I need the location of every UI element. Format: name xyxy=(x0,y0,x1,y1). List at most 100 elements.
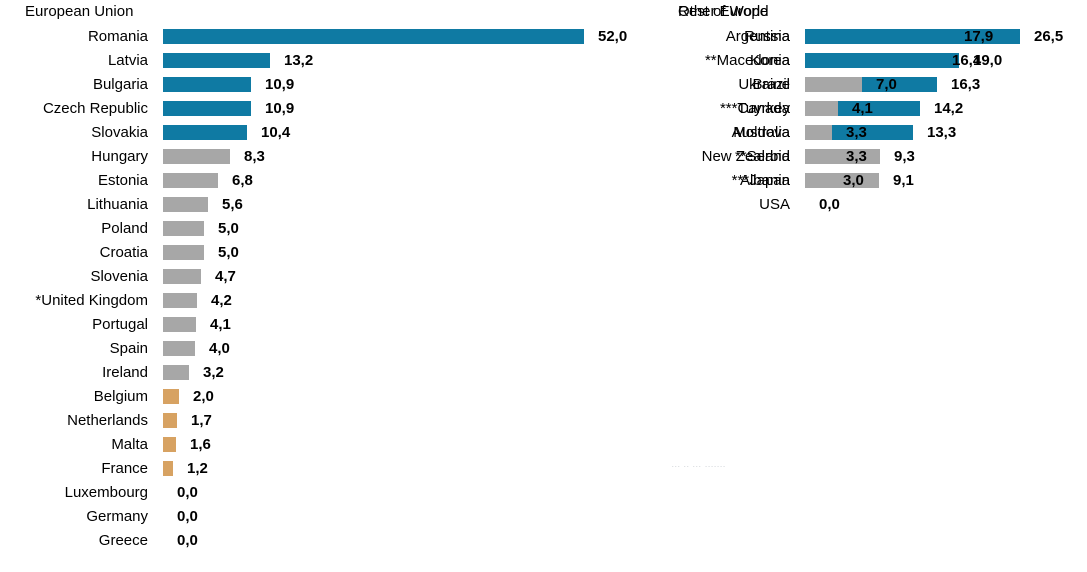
value-label: 19,0 xyxy=(973,51,1003,69)
bar-latvia xyxy=(163,52,270,68)
value-label: 6,8 xyxy=(232,171,253,189)
chart-title-other-europe: Other Europe xyxy=(678,3,769,20)
value-label: 10,4 xyxy=(261,123,291,141)
value-label: 0,0 xyxy=(819,195,840,213)
bar-row-usa: USA 0,0 xyxy=(655,192,1087,216)
chart-rest-of-world: Rest of World Argentina 17,9 Korea 16,4 Brazi… xyxy=(655,0,1087,216)
category-label: Estonia xyxy=(97,171,148,189)
value-label: 13,2 xyxy=(284,51,314,69)
category-label: Brazil xyxy=(752,75,790,93)
value-label: 4,0 xyxy=(209,339,230,357)
bar-row-slovakia: Slovakia 10,4 xyxy=(0,120,650,144)
category-label: Latvia xyxy=(107,51,148,69)
bar-row-croatia: Croatia 5,0 xyxy=(0,240,650,264)
value-label: 1,7 xyxy=(191,411,212,429)
bar-netherlands xyxy=(163,412,177,428)
bar-row-belgium: Belgium 2,0 xyxy=(0,384,650,408)
category-label: Slovakia xyxy=(91,123,148,141)
bar-row-spain: Spain 4,0 xyxy=(0,336,650,360)
value-label: 7,0 xyxy=(876,75,897,93)
value-label: 5,6 xyxy=(222,195,243,213)
value-label: 17,9 xyxy=(964,27,994,45)
category-label: Russia xyxy=(744,27,790,45)
category-label: *United Kingdom xyxy=(35,291,148,309)
value-label: 5,0 xyxy=(218,219,239,237)
bar-ireland xyxy=(163,364,189,380)
value-label: 2,0 xyxy=(193,387,214,405)
bar-row-ireland: Ireland 3,2 xyxy=(0,360,650,384)
value-label: 3,2 xyxy=(203,363,224,381)
bar-row-moldova: Moldova 13,3 xyxy=(655,120,1087,144)
category-label: Germany xyxy=(86,507,148,525)
bar-korea xyxy=(805,52,938,68)
bar-row-latvia: Latvia 13,2 xyxy=(0,48,650,72)
category-label: USA xyxy=(759,195,790,213)
category-label: Korea xyxy=(749,51,790,69)
category-label: France xyxy=(101,459,148,477)
category-label: Belgium xyxy=(93,387,148,405)
bar-row-greece: Greece 0,0 xyxy=(0,528,650,552)
bar-spain xyxy=(163,340,195,356)
category-label: Ireland xyxy=(102,363,148,381)
value-label: 52,0 xyxy=(598,27,628,45)
category-label: Malta xyxy=(111,435,148,453)
bar-australia xyxy=(805,124,832,140)
value-label: 10,9 xyxy=(265,99,295,117)
value-label: 4,7 xyxy=(215,267,236,285)
category-label: Slovenia xyxy=(90,267,148,285)
category-label: Portugal xyxy=(92,315,148,333)
bar-row-france: France 1,2 xyxy=(0,456,650,480)
value-label: 14,2 xyxy=(934,99,964,117)
category-label: Luxembourg xyxy=(64,483,148,501)
bar-row-germany: Germany 0,0 xyxy=(0,504,650,528)
category-label: Lithuania xyxy=(87,195,148,213)
chart-title-european-union: European Union xyxy=(25,3,134,20)
bar-croatia xyxy=(163,244,204,260)
value-label: 9,3 xyxy=(894,147,915,165)
category-label: Australia xyxy=(731,123,790,141)
value-label: 4,1 xyxy=(210,315,231,333)
value-label: 16,3 xyxy=(951,75,981,93)
value-label: 0,0 xyxy=(177,507,198,525)
bar-lithuania xyxy=(163,196,208,212)
value-label: 3,0 xyxy=(843,171,864,189)
value-label: 10,9 xyxy=(265,75,295,93)
bar-row-brazil: Brazil 7,0 xyxy=(655,72,1087,96)
bar-argentina xyxy=(805,28,950,44)
bar-malta xyxy=(163,436,176,452)
bar-row-poland: Poland 5,0 xyxy=(0,216,650,240)
bar-row-estonia: Estonia 6,8 xyxy=(0,168,650,192)
bar-moldova xyxy=(805,124,913,140)
bar-canada xyxy=(805,100,838,116)
value-label: 4,2 xyxy=(211,291,232,309)
bar-brazil xyxy=(805,76,862,92)
bar-row-new-zealand: New Zealand 3,3 xyxy=(655,144,1087,168)
bar-row-united-kingdom: *United Kingdom 4,2 xyxy=(0,288,650,312)
bar-portugal xyxy=(163,316,196,332)
bar-slovakia xyxy=(163,124,247,140)
bar-row-bulgaria: Bulgaria 10,9 xyxy=(0,72,650,96)
bar-japan xyxy=(805,172,829,188)
bar-row-portugal: Portugal 4,1 xyxy=(0,312,650,336)
value-label: 1,6 xyxy=(190,435,211,453)
value-label: 26,5 xyxy=(1034,27,1064,45)
bar-row-lithuania: Lithuania 5,6 xyxy=(0,192,650,216)
category-label: Poland xyxy=(101,219,148,237)
value-label: 4,1 xyxy=(852,99,873,117)
bar-poland xyxy=(163,220,204,236)
bar-new-zealand xyxy=(805,148,832,164)
category-label: Romania xyxy=(87,27,148,45)
bar-row-argentina: Argentina 17,9 xyxy=(655,24,1087,48)
category-label: ***Japan xyxy=(731,171,790,189)
value-label: 9,1 xyxy=(893,171,914,189)
bar-bulgaria xyxy=(163,76,251,92)
bar-slovenia xyxy=(163,268,201,284)
bar-row-slovenia: Slovenia 4,7 xyxy=(0,264,650,288)
value-label: 1,2 xyxy=(187,459,208,477)
value-label: 5,0 xyxy=(218,243,239,261)
category-label: Spain xyxy=(109,339,148,357)
value-label: 3,3 xyxy=(846,147,867,165)
category-label: Moldova xyxy=(733,123,790,141)
bar-row-netherlands: Netherlands 1,7 xyxy=(0,408,650,432)
